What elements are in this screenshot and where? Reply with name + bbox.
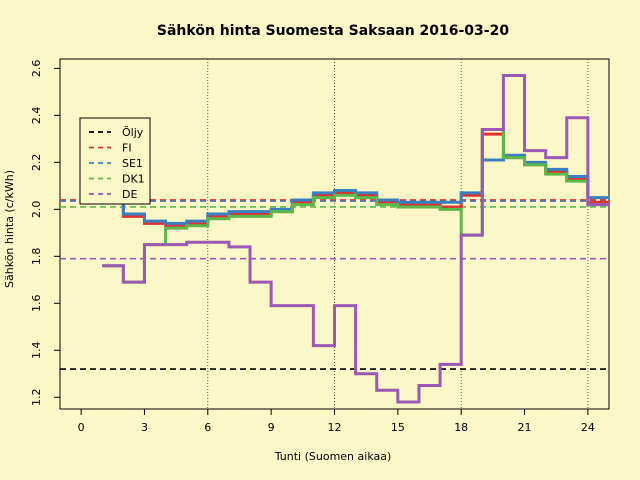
chart-title: Sähkön hinta Suomesta Saksaan 2016-03-20	[157, 23, 509, 39]
x-axis: 0 3 6 9 12 15 18 21 24	[78, 409, 595, 434]
series-line-dk1	[102, 127, 609, 284]
y-tick-label: 1.2	[30, 389, 43, 407]
y-tick-label: 1.4	[30, 342, 43, 360]
legend: Öljy FI SE1 DK1 DE	[79, 117, 151, 205]
y-tick-label: 2.0	[30, 201, 43, 219]
vertical-guides	[207, 59, 589, 409]
y-axis-title: Sähkön hinta (c/kWh)	[3, 170, 16, 288]
x-tick-label: 24	[581, 421, 595, 434]
x-tick-label: 9	[268, 421, 275, 434]
step-series	[102, 73, 609, 404]
y-tick-label: 1.8	[30, 248, 43, 266]
y-tick-label: 2.6	[30, 60, 43, 78]
x-tick-label: 18	[454, 421, 468, 434]
series-line-fi	[102, 132, 609, 228]
y-axis: 1.2 1.4 1.6 1.8 2.0 2.2 2.4 2.6	[30, 60, 60, 406]
y-tick-label: 2.4	[30, 107, 43, 125]
legend-label: DE	[122, 188, 137, 201]
x-tick-label: 21	[518, 421, 532, 434]
y-tick-label: 2.2	[30, 154, 43, 172]
x-tick-label: 12	[328, 421, 342, 434]
legend-label: Öljy	[122, 126, 144, 139]
y-tick-label: 1.6	[30, 295, 43, 313]
series-line-de	[102, 73, 609, 404]
x-tick-label: 15	[391, 421, 405, 434]
legend-label: FI	[122, 142, 132, 155]
reference-lines	[60, 199, 609, 370]
x-tick-label: 0	[78, 421, 85, 434]
x-tick-label: 6	[204, 421, 211, 434]
x-tick-label: 3	[141, 421, 148, 434]
legend-label: SE1	[122, 157, 143, 170]
x-axis-title: Tunti (Suomen aikaa)	[274, 450, 392, 463]
legend-label: DK1	[122, 173, 145, 186]
